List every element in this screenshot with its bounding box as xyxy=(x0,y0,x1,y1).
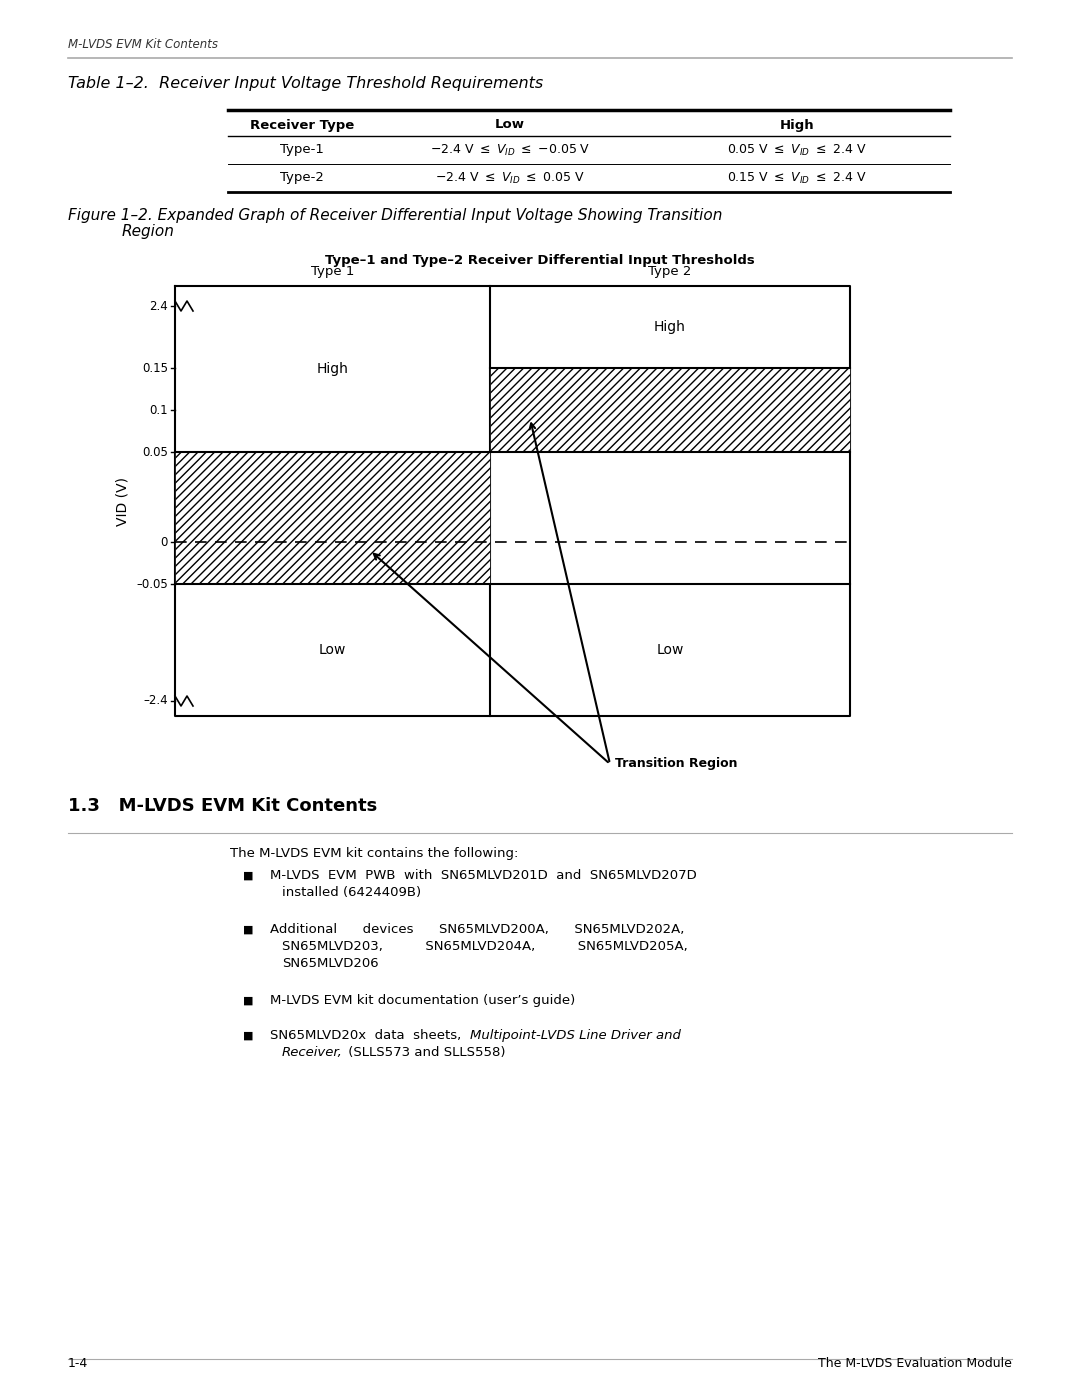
Text: 2.4: 2.4 xyxy=(149,299,168,313)
Text: M-LVDS EVM kit documentation (user’s guide): M-LVDS EVM kit documentation (user’s gui… xyxy=(270,995,576,1007)
Text: Region: Region xyxy=(122,224,175,239)
Text: $-$2.4 V $\leq$ $V_{ID}$ $\leq$ $-$0.05 V: $-$2.4 V $\leq$ $V_{ID}$ $\leq$ $-$0.05 … xyxy=(430,142,590,158)
Text: 0.05: 0.05 xyxy=(143,446,168,458)
Text: Low: Low xyxy=(657,643,684,657)
Text: ■: ■ xyxy=(243,925,253,935)
Text: M-LVDS EVM Kit Contents: M-LVDS EVM Kit Contents xyxy=(68,38,218,52)
Text: Type 1: Type 1 xyxy=(311,265,354,278)
Text: High: High xyxy=(780,119,814,131)
Text: 0.05 V $\leq$ $V_{ID}$ $\leq$ 2.4 V: 0.05 V $\leq$ $V_{ID}$ $\leq$ 2.4 V xyxy=(727,142,867,158)
Text: 1.3   M-LVDS EVM Kit Contents: 1.3 M-LVDS EVM Kit Contents xyxy=(68,798,377,814)
Text: High: High xyxy=(316,362,349,376)
Text: SN65MLVD20x  data  sheets,: SN65MLVD20x data sheets, xyxy=(270,1030,470,1042)
Text: 0.1: 0.1 xyxy=(149,404,168,416)
Text: Type–1 and Type–2 Receiver Differential Input Thresholds: Type–1 and Type–2 Receiver Differential … xyxy=(325,254,755,267)
Text: Low: Low xyxy=(319,643,347,657)
Text: The M-LVDS Evaluation Module: The M-LVDS Evaluation Module xyxy=(819,1356,1012,1370)
Text: Low: Low xyxy=(495,119,525,131)
Text: ■: ■ xyxy=(243,1031,253,1041)
Text: installed (6424409B): installed (6424409B) xyxy=(282,886,421,900)
Bar xyxy=(175,453,490,584)
Text: –0.05: –0.05 xyxy=(136,577,168,591)
Text: Type-2: Type-2 xyxy=(280,172,324,184)
Text: ■: ■ xyxy=(243,996,253,1006)
Text: 0.15: 0.15 xyxy=(141,362,168,374)
Text: Type 2: Type 2 xyxy=(648,265,691,278)
Text: SN65MLVD203,          SN65MLVD204A,          SN65MLVD205A,: SN65MLVD203, SN65MLVD204A, SN65MLVD205A, xyxy=(282,940,688,953)
Text: The M-LVDS EVM kit contains the following:: The M-LVDS EVM kit contains the followin… xyxy=(230,847,518,861)
Text: Figure 1–2. Expanded Graph of Receiver Differential Input Voltage Showing Transi: Figure 1–2. Expanded Graph of Receiver D… xyxy=(68,208,723,224)
Text: (SLLS573 and SLLS558): (SLLS573 and SLLS558) xyxy=(345,1046,505,1059)
Text: 0.15 V $\leq$ $V_{ID}$ $\leq$ 2.4 V: 0.15 V $\leq$ $V_{ID}$ $\leq$ 2.4 V xyxy=(727,170,867,186)
Text: SN65MLVD206: SN65MLVD206 xyxy=(282,957,379,970)
Text: Transition Region: Transition Region xyxy=(615,757,738,771)
Text: 0: 0 xyxy=(161,535,168,549)
Text: 1-4: 1-4 xyxy=(68,1356,89,1370)
Text: Receiver,: Receiver, xyxy=(282,1046,342,1059)
Text: –2.4: –2.4 xyxy=(144,694,168,707)
Text: $-$2.4 V $\leq$ $V_{ID}$ $\leq$ 0.05 V: $-$2.4 V $\leq$ $V_{ID}$ $\leq$ 0.05 V xyxy=(435,170,585,186)
Text: High: High xyxy=(654,320,686,334)
Text: Multipoint-LVDS Line Driver and: Multipoint-LVDS Line Driver and xyxy=(470,1030,680,1042)
Text: M-LVDS  EVM  PWB  with  SN65MLVD201D  and  SN65MLVD207D: M-LVDS EVM PWB with SN65MLVD201D and SN6… xyxy=(270,869,697,882)
Text: Receiver Type: Receiver Type xyxy=(249,119,354,131)
Text: Table 1–2.  Receiver Input Voltage Threshold Requirements: Table 1–2. Receiver Input Voltage Thresh… xyxy=(68,75,543,91)
Bar xyxy=(490,367,850,453)
Text: ■: ■ xyxy=(243,870,253,882)
Text: Additional      devices      SN65MLVD200A,      SN65MLVD202A,: Additional devices SN65MLVD200A, SN65MLV… xyxy=(270,923,685,936)
Text: VID (V): VID (V) xyxy=(116,476,130,525)
Text: Type-1: Type-1 xyxy=(280,144,324,156)
